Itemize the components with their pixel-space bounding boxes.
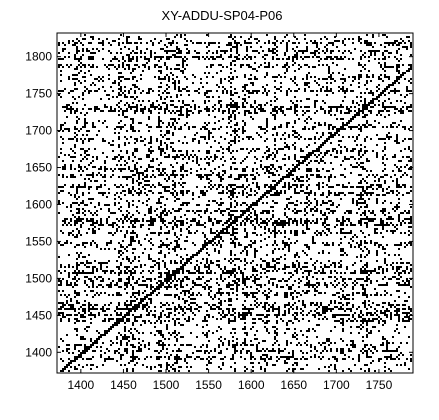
y-tick-label: 1450 xyxy=(25,308,52,322)
y-tick-label: 1700 xyxy=(25,124,52,138)
x-tick-label: 1500 xyxy=(153,378,180,392)
x-tick-label: 1750 xyxy=(366,378,393,392)
y-tick-label: 1550 xyxy=(25,234,52,248)
recurrence-points xyxy=(58,34,412,372)
x-tick-label: 1600 xyxy=(238,378,265,392)
x-tick-label: 1400 xyxy=(67,378,94,392)
y-tick-label: 1400 xyxy=(25,345,52,359)
plot-frame xyxy=(56,32,414,374)
y-tick-label: 1800 xyxy=(25,50,52,64)
y-tick-label: 1600 xyxy=(25,197,52,211)
x-axis: 1400 1450 1500 1550 1600 1650 1700 1750 xyxy=(67,33,393,392)
x-tick-label: 1650 xyxy=(280,378,307,392)
y-tick-label: 1500 xyxy=(25,271,52,285)
recurrence-point-cloud xyxy=(58,34,412,372)
x-tick-label: 1700 xyxy=(323,378,350,392)
chart-title: XY-ADDU-SP04-P06 xyxy=(162,8,283,23)
x-tick-label: 1550 xyxy=(195,378,222,392)
plot-area xyxy=(56,32,414,374)
y-axis: 1400 1450 1500 1550 1600 1650 1700 1750 1800 xyxy=(25,50,413,359)
y-tick-label: 1650 xyxy=(25,161,52,175)
y-tick-label: 1750 xyxy=(25,87,52,101)
x-tick-label: 1450 xyxy=(110,378,137,392)
